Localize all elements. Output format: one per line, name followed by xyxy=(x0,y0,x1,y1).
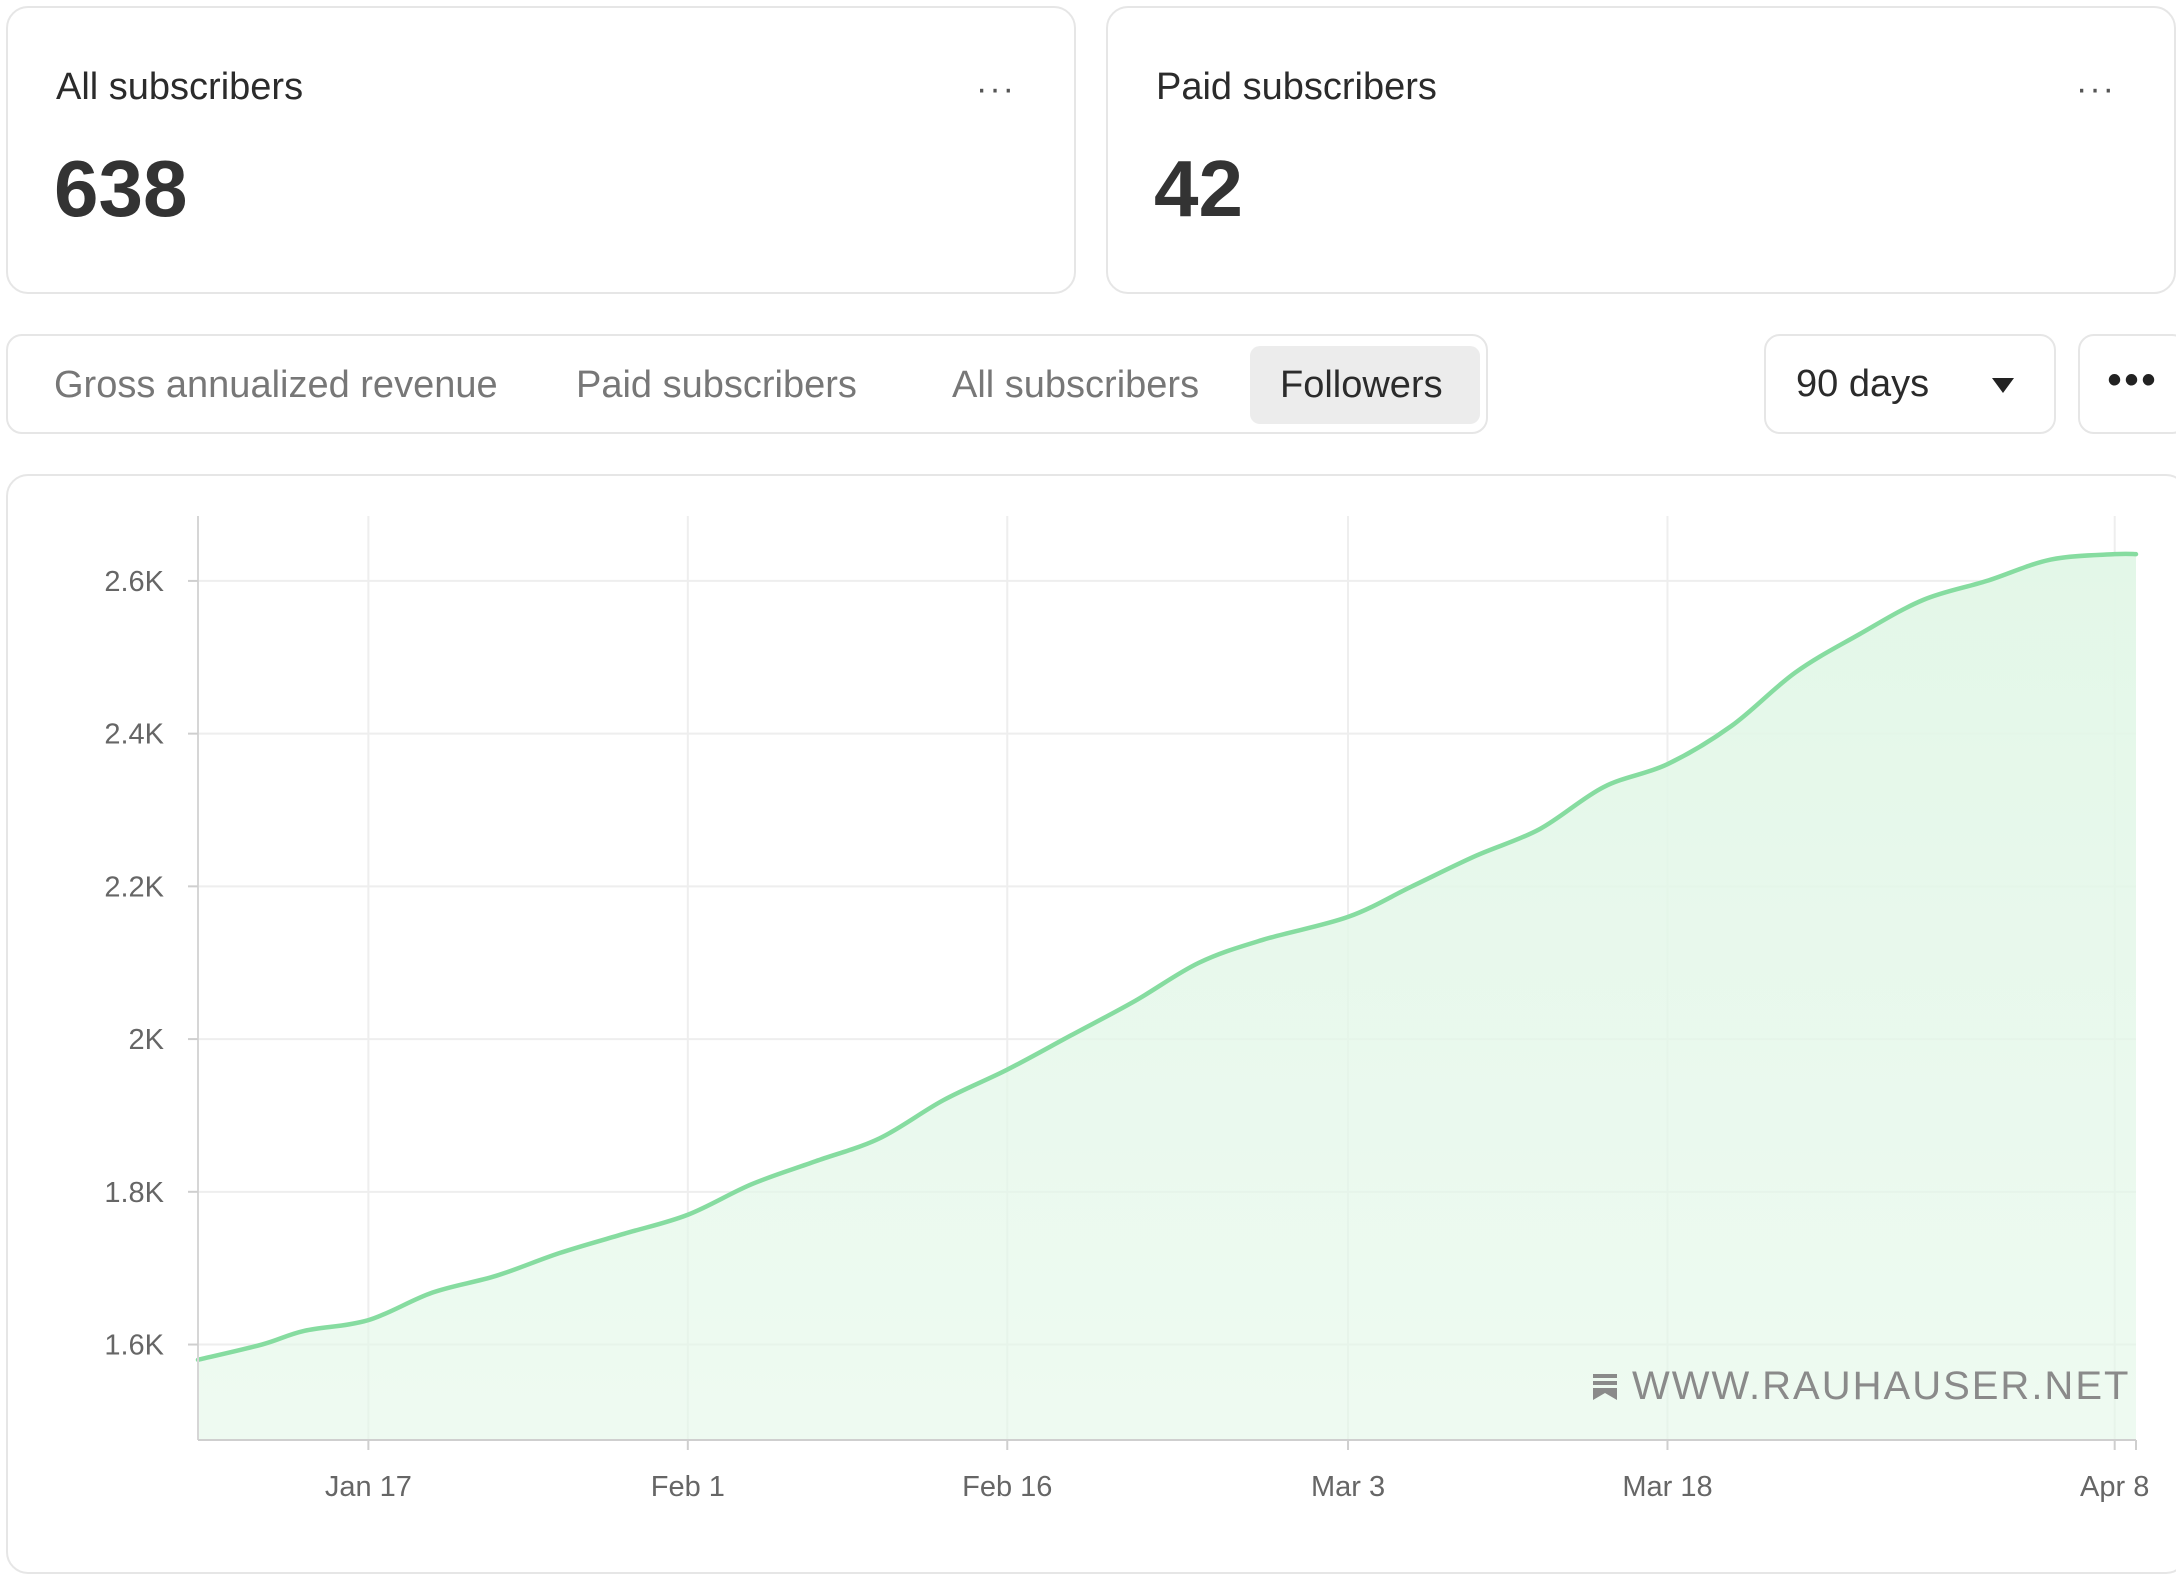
x-tick-label: Mar 3 xyxy=(1311,1471,1385,1503)
y-tick-label: 2K xyxy=(129,1024,165,1056)
series-line xyxy=(195,551,2139,1363)
tab-paid-subscribers[interactable]: Paid subscribers xyxy=(576,364,857,406)
watermark: WWW.RAUHAUSER.NET xyxy=(1592,1364,2130,1409)
followers-chart: 1.6K 1.8K 2K 2.2K 2.4K 2.6K Jan 17 Feb 1 Feb 16 M… xyxy=(104,516,2149,1503)
y-tick-label: 2.4K xyxy=(104,719,164,751)
x-tick-label: Mar 18 xyxy=(1622,1471,1712,1503)
x-tick-label: Apr 8 xyxy=(2080,1471,2149,1503)
metric-tabs: Gross annualized revenue Paid subscriber… xyxy=(6,334,1488,434)
x-tick-label: Feb 1 xyxy=(651,1471,725,1503)
stat-value: 42 xyxy=(1154,144,1243,233)
caret-down-icon xyxy=(1992,378,2014,393)
bookmark-stack-icon xyxy=(1593,1373,1617,1400)
stat-value: 638 xyxy=(54,144,188,233)
y-tick-label: 2.2K xyxy=(104,871,164,903)
y-tick-label: 1.6K xyxy=(104,1330,164,1362)
watermark-text: WWW.RAUHAUSER.NET xyxy=(1632,1364,2131,1408)
more-options-button[interactable]: ••• xyxy=(2078,334,2176,434)
area-fill xyxy=(198,553,2136,1440)
stat-card-paid-subscribers: Paid subscribers 42 ··· xyxy=(1106,6,2176,294)
x-tick-label: Jan 17 xyxy=(325,1471,412,1503)
chart-card: 1.6K 1.8K 2K 2.2K 2.4K 2.6K Jan 17 Feb 1 Feb 16 M… xyxy=(6,474,2176,1574)
stat-title: Paid subscribers xyxy=(1156,66,1437,108)
tab-followers[interactable]: Followers xyxy=(1250,346,1480,424)
more-dots-icon: ••• xyxy=(2107,358,2159,402)
card-menu-button[interactable]: ··· xyxy=(2076,70,2116,108)
tab-all-subscribers[interactable]: All subscribers xyxy=(952,364,1200,406)
x-tick-label: Feb 16 xyxy=(962,1471,1052,1503)
card-menu-button[interactable]: ··· xyxy=(976,70,1016,108)
range-dropdown[interactable]: 90 days xyxy=(1764,334,2056,434)
stat-title: All subscribers xyxy=(56,66,304,108)
stat-card-all-subscribers: All subscribers 638 ··· xyxy=(6,6,1076,294)
y-tick-label: 1.8K xyxy=(104,1177,164,1209)
tab-gross-annualized-revenue[interactable]: Gross annualized revenue xyxy=(54,364,498,406)
y-tick-label: 2.6K xyxy=(104,566,164,598)
range-dropdown-value: 90 days xyxy=(1796,363,1930,405)
